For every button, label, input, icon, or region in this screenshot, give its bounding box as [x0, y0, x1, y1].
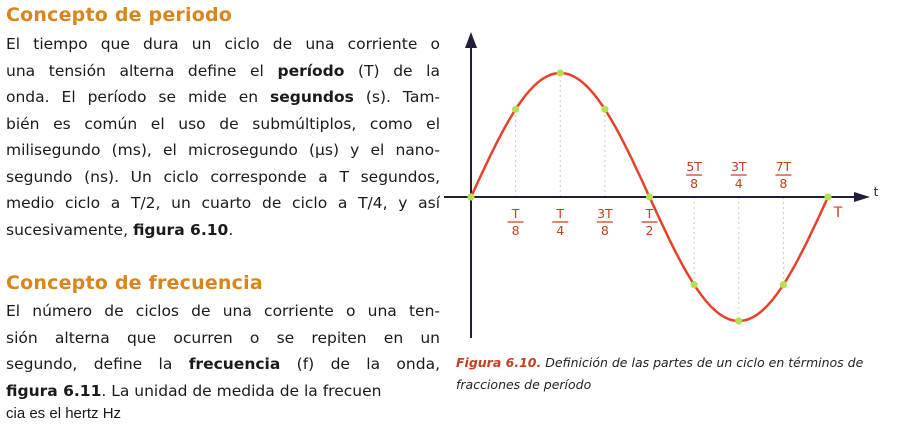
fraction-above-numerator: 7T — [776, 159, 792, 174]
figure-caption: Figura 6.10. Definición de las partes de… — [456, 352, 892, 396]
bold-term: período — [277, 61, 345, 80]
period-line: onda. El período se mide en segundos (s)… — [6, 88, 440, 106]
axis-label-t: t — [874, 185, 879, 199]
sample-point — [690, 281, 698, 289]
bold-term: frecuencia — [188, 355, 281, 373]
fraction-below-numerator: T — [511, 206, 520, 221]
fraction-below-denominator: 8 — [512, 223, 520, 238]
x-axis-arrow — [854, 192, 870, 202]
fraction-above-numerator: 3T — [731, 159, 747, 174]
sample-point — [601, 105, 609, 113]
heading-period: Concepto de periodo — [6, 4, 233, 26]
bold-term: figura 6.11 — [6, 381, 102, 400]
sample-point — [645, 193, 654, 201]
frequency-line: sión alterna que ocurren o se repiten en… — [6, 328, 440, 347]
fraction-above-denominator: 4 — [735, 176, 743, 191]
period-line: El tiempo que dura un ciclo de una corri… — [6, 35, 440, 53]
paragraph-frequency: El número de ciclos de una corriente o u… — [6, 298, 440, 404]
fraction-below-numerator: 3T — [597, 206, 613, 221]
fraction-below-denominator: 8 — [601, 223, 609, 238]
frequency-line: figura 6.11. La unidad de medida de la f… — [6, 381, 382, 400]
frequency-line: El número de ciclos de una corriente o u… — [6, 302, 440, 320]
heading-frequency: Concepto de frecuencia — [6, 272, 263, 294]
period-line: una tensión alterna define el período (T… — [6, 61, 440, 80]
period-line: segundo (ns). Un ciclo corresponde a T s… — [6, 167, 440, 186]
bold-term: segundos — [270, 88, 354, 106]
fraction-above-denominator: 8 — [779, 176, 787, 191]
sample-point — [467, 193, 475, 201]
sample-point — [556, 69, 564, 77]
figure-caption-text: Definición de las partes de un ciclo en … — [456, 355, 864, 392]
paragraph-period: El tiempo que dura un ciclo de una corri… — [6, 31, 440, 243]
sample-point — [512, 105, 520, 113]
sample-point — [735, 317, 743, 325]
fraction-below-denominator: 2 — [646, 223, 654, 238]
period-line: milisegundo (ms), el microsegundo (µs) y… — [6, 141, 440, 159]
fraction-below-numerator: T — [555, 206, 564, 221]
frequency-line: segundo, define la frecuencia (f) de la … — [6, 355, 440, 373]
fraction-below-numerator: T — [645, 206, 654, 221]
sine-wave-figure: t T T 8 T 4 3T 8 T 2 5T 8 3T 4 7T 8 — [444, 32, 879, 338]
period-line: bién es común el uso de submúltiplos, co… — [6, 114, 440, 133]
period-label: T — [833, 205, 843, 221]
paragraph-continuation: cia es el hertz Hz — [6, 405, 122, 422]
fraction-below-denominator: 4 — [556, 223, 564, 238]
fraction-above-denominator: 8 — [690, 176, 698, 191]
sample-point — [779, 281, 787, 289]
fraction-above-numerator: 5T — [686, 159, 702, 174]
bold-term: figura 6.10 — [132, 220, 229, 239]
y-axis-arrow — [465, 32, 477, 48]
sample-point — [824, 193, 832, 201]
figure-caption-label: Figura 6.10. — [456, 355, 542, 370]
period-line: sucesivamente, figura 6.10. — [6, 220, 234, 239]
period-line: medio ciclo a T/2, un cuarto de ciclo a … — [6, 194, 440, 212]
